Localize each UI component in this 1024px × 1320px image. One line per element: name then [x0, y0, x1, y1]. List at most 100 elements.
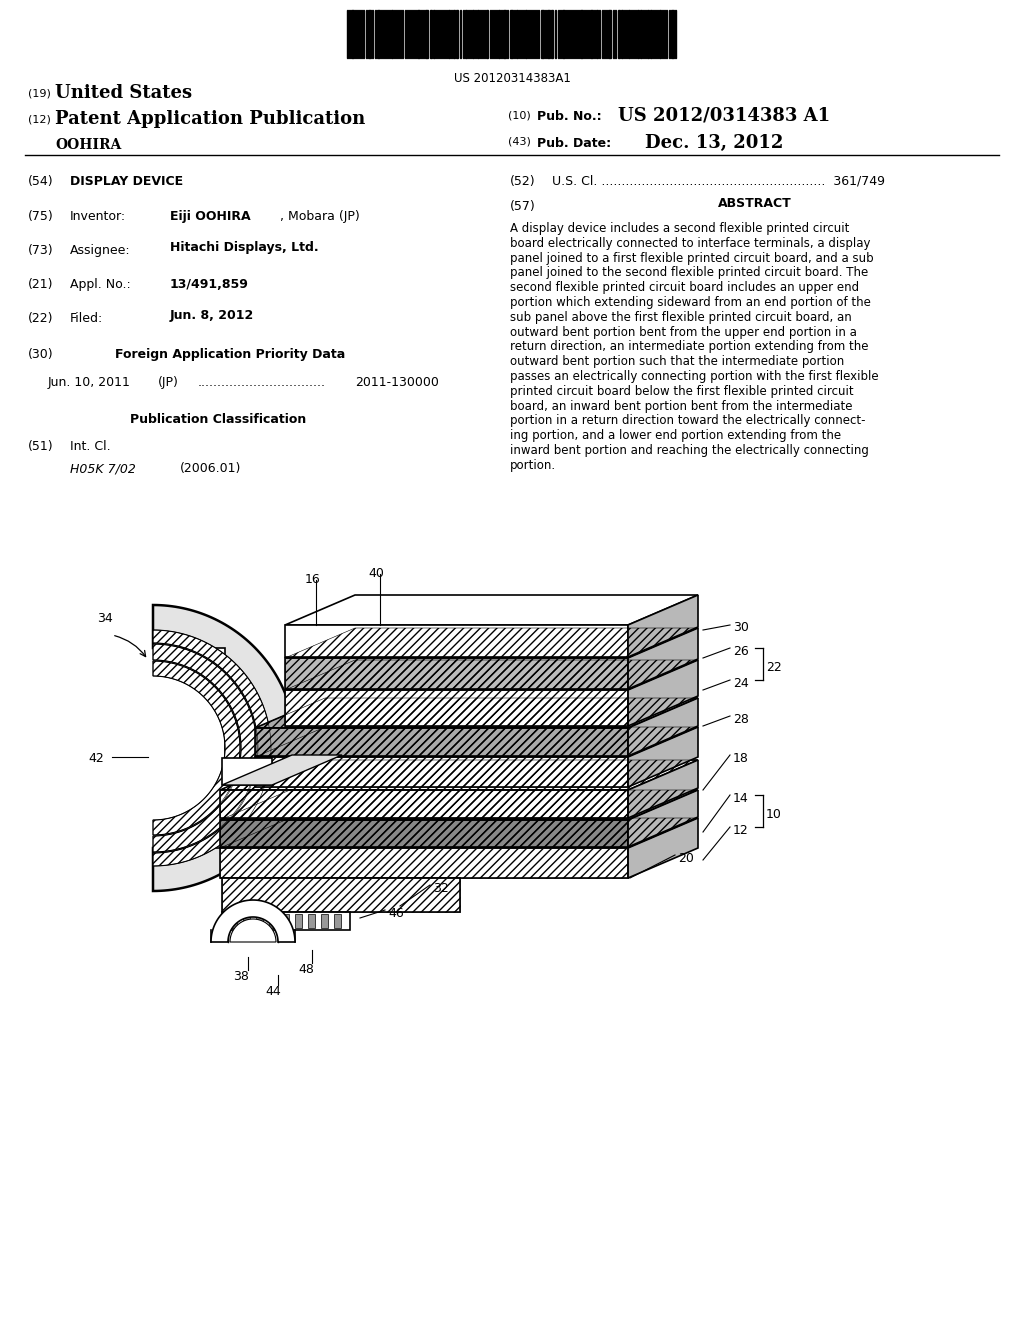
Polygon shape: [285, 624, 628, 657]
Text: OOHIRA: OOHIRA: [55, 139, 121, 152]
Text: 12: 12: [733, 824, 749, 837]
Text: panel joined to the second flexible printed circuit board. The: panel joined to the second flexible prin…: [510, 267, 868, 280]
Text: Pub. No.:: Pub. No.:: [537, 110, 602, 123]
Polygon shape: [220, 818, 698, 847]
Text: Assignee:: Assignee:: [70, 244, 131, 257]
Text: (JP): (JP): [158, 376, 179, 389]
Polygon shape: [220, 820, 628, 847]
Bar: [637, 11, 639, 58]
Polygon shape: [321, 913, 328, 928]
Text: 38: 38: [233, 970, 249, 983]
Text: panel joined to a first flexible printed circuit board, and a sub: panel joined to a first flexible printed…: [510, 252, 873, 264]
Text: H05K 7/02: H05K 7/02: [70, 462, 136, 475]
Text: Filed:: Filed:: [70, 312, 103, 325]
Bar: [486, 11, 488, 58]
Text: (30): (30): [28, 348, 53, 360]
Text: 32: 32: [433, 882, 449, 895]
Text: (2006.01): (2006.01): [180, 462, 242, 475]
Polygon shape: [255, 698, 698, 729]
Bar: [453, 11, 455, 58]
Polygon shape: [222, 758, 272, 785]
Bar: [377, 11, 380, 58]
Text: 30: 30: [733, 620, 749, 634]
Polygon shape: [282, 913, 289, 928]
Text: , Mobara (JP): , Mobara (JP): [280, 210, 359, 223]
Text: portion which extending sideward from an end portion of the: portion which extending sideward from an…: [510, 296, 870, 309]
Text: portion.: portion.: [510, 459, 556, 471]
Text: 24: 24: [733, 677, 749, 690]
Text: US 20120314383A1: US 20120314383A1: [454, 73, 570, 84]
Text: Jun. 10, 2011: Jun. 10, 2011: [48, 376, 131, 389]
Text: US 2012/0314383 A1: US 2012/0314383 A1: [618, 107, 830, 125]
Text: return direction, an intermediate portion extending from the: return direction, an intermediate portio…: [510, 341, 868, 354]
Polygon shape: [628, 660, 698, 726]
Polygon shape: [230, 919, 276, 942]
Text: 48: 48: [298, 964, 314, 975]
Text: United States: United States: [55, 84, 193, 102]
Bar: [456, 11, 458, 58]
Text: Inventor:: Inventor:: [70, 210, 126, 223]
Text: Eiji OOHIRA: Eiji OOHIRA: [170, 210, 251, 223]
Text: Patent Application Publication: Patent Application Publication: [55, 110, 366, 128]
Polygon shape: [285, 595, 698, 624]
Text: outward bent portion such that the intermediate portion: outward bent portion such that the inter…: [510, 355, 844, 368]
Text: 2011-130000: 2011-130000: [355, 376, 439, 389]
Bar: [562, 11, 565, 58]
Bar: [580, 11, 583, 58]
Text: (12): (12): [28, 114, 51, 124]
Polygon shape: [255, 729, 628, 756]
Bar: [477, 11, 479, 58]
Text: (57): (57): [510, 201, 536, 213]
Text: (54): (54): [28, 176, 53, 187]
Polygon shape: [211, 900, 295, 942]
Polygon shape: [153, 605, 296, 891]
Text: Publication Classification: Publication Classification: [130, 413, 306, 426]
Polygon shape: [334, 913, 341, 928]
Text: (10): (10): [508, 110, 530, 120]
Text: 34: 34: [97, 612, 113, 624]
Text: (43): (43): [508, 137, 530, 147]
Text: sub panel above the first flexible printed circuit board, an: sub panel above the first flexible print…: [510, 310, 852, 323]
Bar: [551, 11, 553, 58]
Polygon shape: [285, 657, 628, 689]
Text: 44: 44: [265, 985, 281, 998]
Bar: [516, 11, 518, 58]
Polygon shape: [628, 628, 698, 689]
Bar: [465, 11, 467, 58]
Polygon shape: [255, 727, 698, 756]
Text: 42: 42: [88, 752, 103, 766]
Bar: [425, 11, 428, 58]
Bar: [628, 11, 630, 58]
Text: 14: 14: [733, 792, 749, 805]
Text: (52): (52): [510, 176, 536, 187]
Polygon shape: [255, 756, 628, 787]
Text: 28: 28: [733, 713, 749, 726]
Text: 13/491,859: 13/491,859: [170, 279, 249, 290]
Text: inward bent portion and reaching the electrically connecting: inward bent portion and reaching the ele…: [510, 444, 869, 457]
Bar: [449, 11, 450, 58]
Bar: [430, 11, 432, 58]
Text: 10: 10: [766, 808, 782, 821]
Text: Jun. 8, 2012: Jun. 8, 2012: [170, 309, 254, 322]
Bar: [541, 11, 544, 58]
Polygon shape: [153, 630, 271, 866]
Text: 22: 22: [766, 661, 781, 675]
Polygon shape: [628, 595, 698, 657]
Polygon shape: [220, 789, 698, 820]
Text: (51): (51): [28, 440, 53, 453]
Text: portion in a return direction toward the electrically connect-: portion in a return direction toward the…: [510, 414, 865, 428]
Polygon shape: [628, 818, 698, 878]
Bar: [640, 11, 642, 58]
Polygon shape: [285, 628, 698, 657]
Bar: [525, 11, 527, 58]
Bar: [590, 11, 593, 58]
Text: ABSTRACT: ABSTRACT: [718, 197, 792, 210]
Polygon shape: [222, 878, 460, 912]
Text: 18: 18: [733, 752, 749, 766]
Polygon shape: [220, 760, 698, 789]
Bar: [659, 11, 662, 58]
Polygon shape: [295, 913, 302, 928]
Polygon shape: [220, 789, 628, 818]
Text: (21): (21): [28, 279, 53, 290]
Polygon shape: [628, 727, 698, 787]
